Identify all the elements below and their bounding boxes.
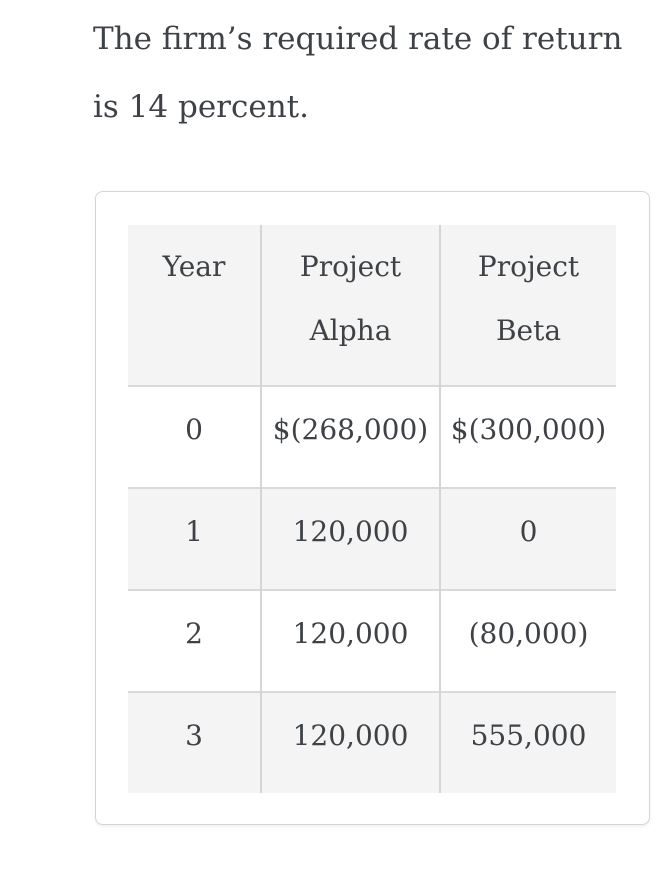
table-row-year-3: 3 120,000 555,000 [128, 691, 616, 793]
beta-cashflow-cell: (80,000) [439, 589, 616, 692]
year-cell: 2 [128, 589, 261, 692]
col-header-project-alpha: Project Alpha [260, 225, 440, 386]
header-row: Year Project Alpha Project Beta [128, 225, 616, 386]
year-cell: 1 [128, 487, 261, 590]
alpha-cashflow-cell: 120,000 [260, 487, 440, 590]
table-row-year-2: 2 120,000 (80,000) [128, 589, 616, 692]
col-header-year: Year [128, 225, 261, 386]
year-cell: 0 [128, 385, 261, 488]
beta-cashflow-cell: 555,000 [439, 691, 616, 793]
table-row-year-0: 0 $(268,000) $(300,000) [128, 385, 616, 488]
alpha-cashflow-cell: 120,000 [260, 691, 440, 793]
alpha-cashflow-cell: 120,000 [260, 589, 440, 692]
table-row-year-1: 1 120,000 0 [128, 487, 616, 590]
cashflow-table-card: Year Project Alpha Project Beta 0 $(268,… [95, 191, 650, 825]
beta-cashflow-cell: 0 [439, 487, 616, 590]
col-header-project-beta: Project Beta [439, 225, 616, 386]
required-rate-statement: The firm’s required rate of return is 14… [93, 21, 623, 125]
alpha-cashflow-cell: $(268,000) [260, 385, 440, 488]
year-cell: 3 [128, 691, 261, 793]
beta-cashflow-cell: $(300,000) [439, 385, 616, 488]
cashflow-table: Year Project Alpha Project Beta 0 $(268,… [128, 225, 616, 793]
